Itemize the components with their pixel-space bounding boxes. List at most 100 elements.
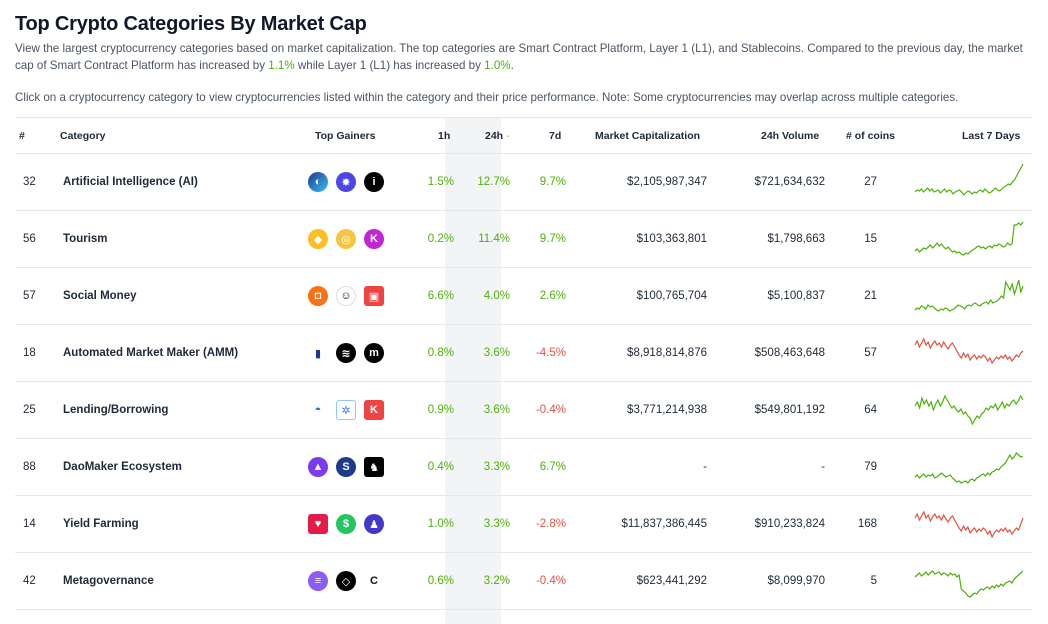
- heart-coin-icon[interactable]: ♥: [308, 514, 328, 534]
- table-row[interactable]: 18 Automated Market Maker (AMM) ▮ ≋ m 0.8%…: [15, 325, 1032, 382]
- diamond-coin-icon[interactable]: ◇: [336, 571, 356, 591]
- blue-coin-icon[interactable]: ◓: [308, 400, 328, 420]
- ai-coin-icon[interactable]: ◐: [308, 172, 328, 192]
- sparkline-chart: [914, 163, 1024, 196]
- orange-coin-icon[interactable]: ◘: [308, 286, 328, 306]
- table-row[interactable]: 25 Lending/Borrowing ◓ ✲ K 0.9% 3.6% -0.4%…: [15, 382, 1032, 439]
- stripes-coin-icon[interactable]: ≡: [308, 571, 328, 591]
- volume-24h: $508,463,648: [754, 347, 825, 359]
- header-num-coins[interactable]: # of coins: [846, 130, 896, 142]
- category-name-link[interactable]: DaoMaker Ecosystem: [63, 461, 182, 473]
- coin-count: 57: [864, 347, 877, 359]
- row-rank: 56: [23, 233, 36, 245]
- sparkline-line: [914, 570, 1024, 598]
- sparkline-line: [914, 394, 1024, 426]
- row-rank: 14: [23, 518, 36, 530]
- sparkline-chart: [914, 570, 1024, 598]
- sparkline-line: [914, 163, 1024, 196]
- category-name-link[interactable]: Yield Farming: [63, 518, 139, 530]
- row-rank: 88: [23, 461, 36, 473]
- change-7d: -2.8%: [535, 518, 566, 530]
- table-row[interactable]: 57 Social Money ◘ ☺ ▣ 6.6% 4.0% 2.6% $100,…: [15, 268, 1032, 325]
- sorted-column-highlight: [445, 117, 501, 624]
- m-coin-icon[interactable]: m: [364, 343, 384, 363]
- sparkline-line: [914, 279, 1024, 312]
- category-name-link[interactable]: Social Money: [63, 290, 137, 302]
- change-1h: 0.4%: [427, 461, 454, 473]
- header-1h[interactable]: 1h: [438, 130, 451, 142]
- change-7d: 6.7%: [539, 461, 566, 473]
- coin-count: 15: [864, 233, 877, 245]
- kred-coin-icon[interactable]: K: [364, 400, 384, 420]
- header-rank[interactable]: #: [19, 130, 25, 142]
- change-7d: 9.7%: [539, 176, 566, 188]
- top-gainers: ◆ ◎ K: [308, 229, 384, 249]
- description-text: View the largest cryptocurrency categori…: [15, 42, 1023, 72]
- table-row[interactable]: 56 Tourism ◆ ◎ K 0.2% 11.4% 9.7% $103,363,…: [15, 211, 1032, 268]
- k-coin-icon[interactable]: K: [364, 229, 384, 249]
- s-coin-icon[interactable]: S: [336, 457, 356, 477]
- dao-coin-icon[interactable]: ▲: [308, 457, 328, 477]
- table-row[interactable]: 42 Metagovernance ≡ ◇ C 0.6% 3.2% -0.4% $6…: [15, 553, 1032, 610]
- stack-coin-icon[interactable]: ≋: [336, 343, 356, 363]
- header-24h-volume[interactable]: 24h Volume: [761, 130, 820, 142]
- category-name-link[interactable]: Tourism: [63, 233, 108, 245]
- gold-coin-icon[interactable]: ◆: [308, 229, 328, 249]
- category-name-link[interactable]: Lending/Borrowing: [63, 404, 169, 416]
- thermometer-coin-icon[interactable]: ▮: [308, 343, 328, 363]
- category-name-link[interactable]: Automated Market Maker (AMM): [63, 347, 239, 359]
- sparkline-line: [914, 221, 1024, 256]
- change-1h: 1.0%: [427, 518, 454, 530]
- bull-coin-icon[interactable]: ♞: [364, 457, 384, 477]
- volume-24h: $8,099,970: [767, 575, 825, 587]
- c-coin-icon[interactable]: C: [364, 571, 384, 591]
- change-1h: 0.9%: [427, 404, 454, 416]
- description-value-layer1: 1.0%: [484, 59, 511, 72]
- change-1h: 1.5%: [427, 176, 454, 188]
- market-cap: $103,363,801: [636, 233, 707, 245]
- network-coin-icon[interactable]: ✸: [336, 172, 356, 192]
- table-row[interactable]: 88 DaoMaker Ecosystem ▲ S ♞ 0.4% 3.3% 6.7%…: [15, 439, 1032, 496]
- figure-coin-icon[interactable]: ♟: [364, 514, 384, 534]
- token-coin-icon[interactable]: ◎: [336, 229, 356, 249]
- category-name-link[interactable]: Metagovernance: [63, 575, 154, 587]
- card-coin-icon[interactable]: ▣: [364, 286, 384, 306]
- sparkline-chart: [914, 394, 1024, 426]
- page-note: Click on a cryptocurrency category to vi…: [15, 91, 959, 104]
- change-24h: 3.6%: [483, 347, 510, 359]
- row-rank: 42: [23, 575, 36, 587]
- header-market-cap[interactable]: Market Capitalization: [595, 130, 701, 142]
- table-row[interactable]: 14 Yield Farming ♥ $ ♟ 1.0% 3.3% -2.8% $11…: [15, 496, 1032, 553]
- row-rank: 32: [23, 176, 36, 188]
- change-24h: 12.7%: [477, 176, 510, 188]
- market-cap: $3,771,214,938: [627, 404, 707, 416]
- top-gainers: ◘ ☺ ▣: [308, 286, 384, 306]
- top-gainers: ♥ $ ♟: [308, 514, 384, 534]
- sparkline-line: [914, 337, 1024, 365]
- category-name-link[interactable]: Artificial Intelligence (AI): [63, 176, 198, 188]
- swirl-coin-icon[interactable]: ✲: [336, 400, 356, 420]
- volume-24h: $910,233,824: [754, 518, 825, 530]
- sparkline-line: [914, 510, 1024, 539]
- volume-24h: $5,100,837: [767, 290, 825, 302]
- header-7d[interactable]: 7d: [549, 130, 562, 142]
- description-text-middle: while Layer 1 (L1) has increased by: [294, 59, 485, 72]
- change-7d: -4.5%: [535, 347, 566, 359]
- change-7d: 9.7%: [539, 233, 566, 245]
- coin-count: 79: [864, 461, 877, 473]
- face-coin-icon[interactable]: ☺: [336, 286, 356, 306]
- volume-24h: -: [821, 461, 825, 473]
- change-24h: 3.3%: [483, 518, 510, 530]
- table-row[interactable]: 32 Artificial Intelligence (AI) ◐ ✸ i 1.5%…: [15, 154, 1032, 211]
- coin-count: 21: [864, 290, 877, 302]
- header-category[interactable]: Category: [60, 130, 106, 142]
- header-24h[interactable]: 24h -: [485, 130, 510, 142]
- volume-24h: $549,801,192: [754, 404, 825, 416]
- info-coin-icon[interactable]: i: [364, 172, 384, 192]
- market-cap: $11,837,386,445: [621, 518, 707, 530]
- dollar-coin-icon[interactable]: $: [336, 514, 356, 534]
- header-top-gainers: Top Gainers: [315, 130, 376, 142]
- categories-table: # Category Top Gainers 1h 24h - 7d Marke…: [15, 117, 1032, 610]
- coin-count: 64: [864, 404, 877, 416]
- header-last-7-days: Last 7 Days: [962, 130, 1021, 142]
